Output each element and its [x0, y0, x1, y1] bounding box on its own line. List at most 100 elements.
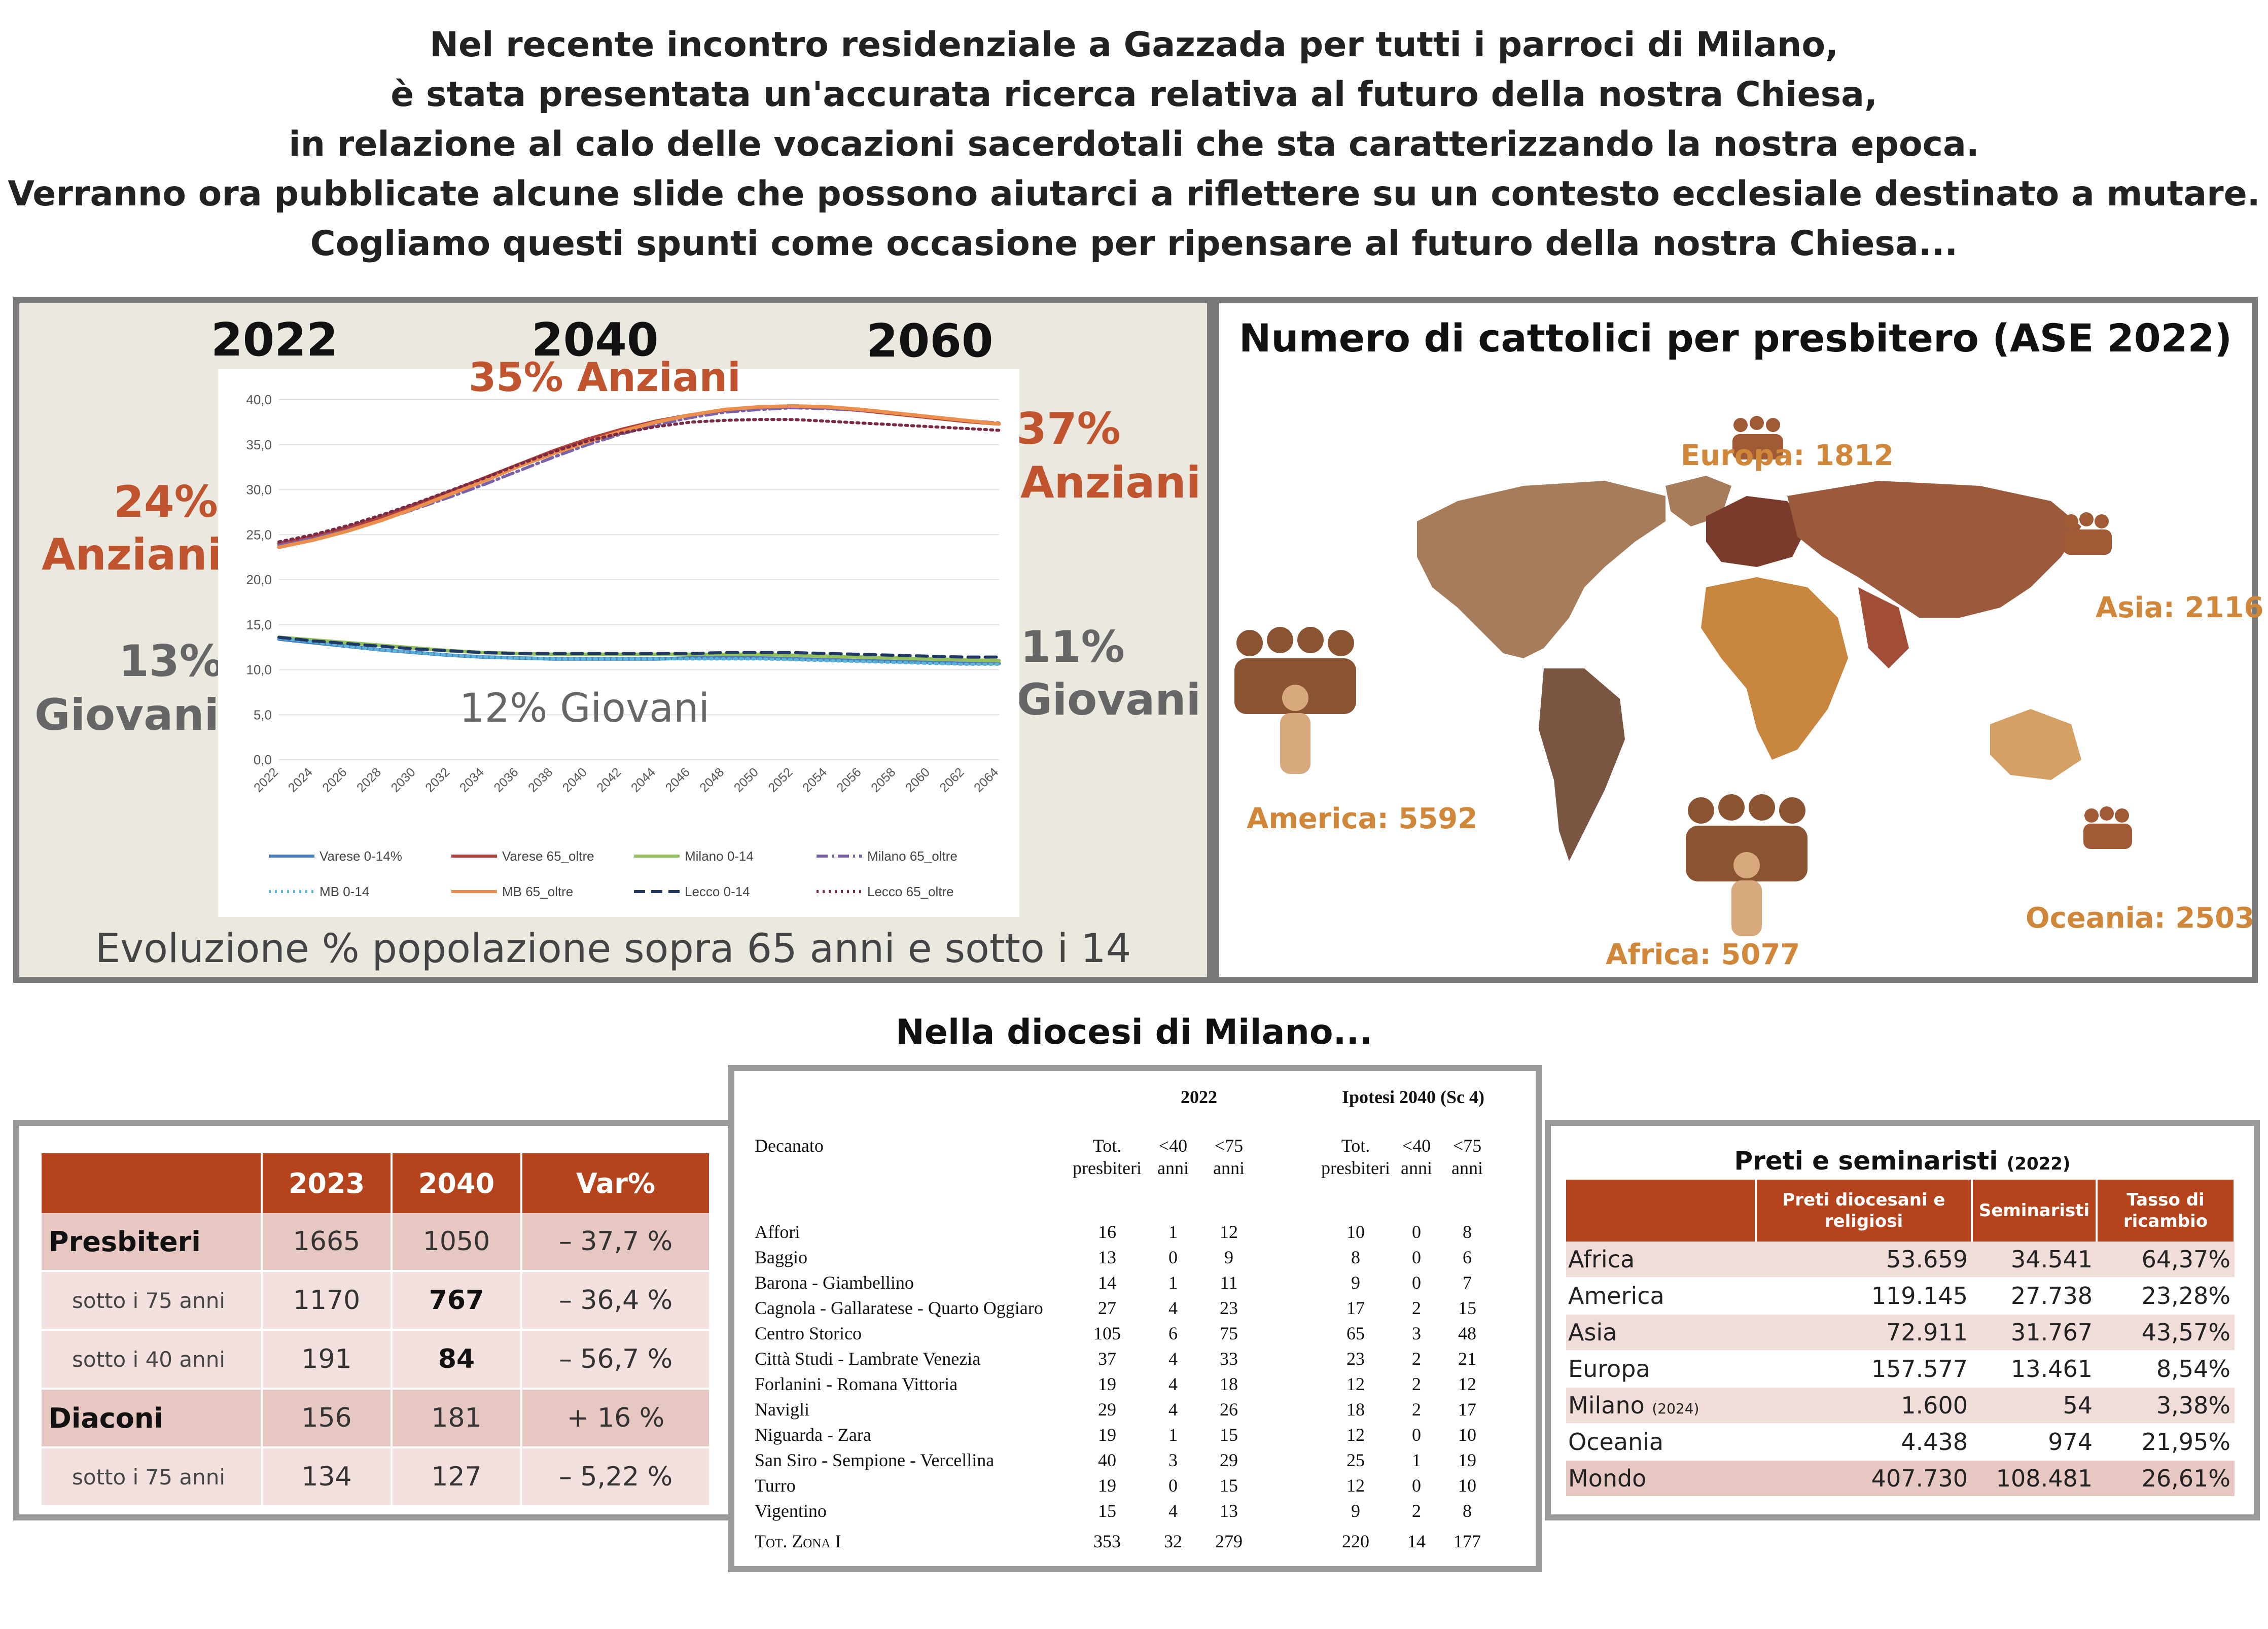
preti-seminaristi-table: Preti diocesani e religiosi Seminaristi … [1566, 1180, 2236, 1497]
left-giovani-pct: 13% [119, 636, 223, 687]
x-tick-label: 2056 [834, 765, 864, 795]
decanato-value: 11 [1220, 1272, 1238, 1293]
y-tick-label: 40,0 [246, 392, 272, 407]
decanato-value: 12 [1458, 1374, 1476, 1394]
decanato-value: 17 [1458, 1399, 1476, 1420]
cell-seminaristi: 974 [1972, 1424, 2097, 1461]
decanato-value: 19 [1098, 1425, 1116, 1445]
decanato-name: Cagnola - Gallaratese - Quarto Oggiaro [755, 1298, 1043, 1318]
series-line [277, 418, 1001, 544]
cell-2040: 181 [392, 1389, 522, 1448]
decanato-value: 2 [1412, 1298, 1421, 1318]
table-row: America 119.145 27.738 23,28% [1566, 1278, 2235, 1315]
legend-label: Lecco 65_oltre [867, 884, 954, 899]
cell-tasso: 8,54% [2097, 1351, 2235, 1388]
cell-var: – 36,4 % [521, 1271, 711, 1331]
title-year: (2022) [2006, 1154, 2071, 1174]
decanato-value: 9 [1351, 1501, 1360, 1521]
decanato-value: 3 [1412, 1323, 1421, 1343]
label-oceania: Oceania: 2503 [2026, 902, 2255, 935]
cell-preti: 72.911 [1756, 1314, 1972, 1351]
left-giovani-word: Giovani [34, 690, 219, 740]
cell-preti: 157.577 [1756, 1351, 1972, 1388]
table-row: sotto i 40 anni 191 84 – 56,7 % [42, 1330, 711, 1390]
decanato-value: 13 [1098, 1247, 1116, 1267]
population-chart-panel: 2022 2040 2060 24% Anziani 13% Giovani 3… [13, 297, 1213, 983]
world-map [1234, 416, 2132, 936]
header-empty [42, 1153, 263, 1213]
cell-preti: 1.600 [1756, 1387, 1972, 1424]
intro-text: Nel recente incontro residenziale a Gazz… [0, 20, 2268, 269]
row-label: Diaconi [42, 1389, 263, 1448]
people-icon-oceania [2083, 806, 2132, 849]
world-map-panel: Numero di cattolici per presbitero (ASE … [1213, 297, 2263, 983]
decanato-value: 23 [1346, 1349, 1365, 1369]
cell-var: – 5,22 % [521, 1447, 711, 1507]
label-asia: Asia: 2116 [2096, 591, 2264, 624]
header-seminaristi: Seminaristi [1972, 1180, 2098, 1242]
decanato-name: Baggio [755, 1247, 807, 1267]
cell-tasso: 26,61% [2097, 1460, 2235, 1497]
decanato-value: 4 [1168, 1374, 1178, 1394]
decanato-name: Affori [755, 1222, 800, 1242]
row-label: Mondo [1566, 1460, 1756, 1497]
presbiteri-table: 2023 2040 Var% Presbiteri 1665 1050 – 37… [42, 1153, 711, 1507]
cell-2040: 767 [392, 1271, 522, 1331]
cell-preti: 119.145 [1756, 1278, 1972, 1315]
header-var: Var% [521, 1153, 711, 1213]
decanato-value: 12 [1346, 1374, 1365, 1394]
intro-line: in relazione al calo delle vocazioni sac… [289, 124, 1979, 164]
south-asia-shape [1858, 587, 1909, 668]
decanato-value: 2 [1412, 1374, 1421, 1394]
table-header-row: 2023 2040 Var% [42, 1153, 711, 1213]
decanato-value: 4 [1168, 1298, 1178, 1318]
y-tick-label: 20,0 [246, 572, 272, 587]
x-tick-label: 2022 [251, 765, 281, 795]
col-75-2040-sub: anni [1451, 1158, 1483, 1178]
row-label: America [1566, 1278, 1756, 1315]
x-tick-label: 2042 [594, 765, 624, 795]
x-tick-label: 2034 [457, 765, 487, 795]
x-tick-label: 2050 [731, 765, 761, 795]
cell-tasso: 3,38% [2097, 1387, 2235, 1424]
row-label: Asia [1566, 1314, 1756, 1351]
group-header-2040: Ipotesi 2040 (Sc 4) [1342, 1087, 1484, 1107]
asia-shape [1787, 481, 2081, 618]
decanato-value: 21 [1458, 1349, 1476, 1369]
decanato-value: 2 [1412, 1349, 1421, 1369]
group-header-2022: 2022 [1181, 1087, 1217, 1107]
y-tick-label: 25,0 [246, 527, 272, 542]
decanato-value: 6 [1168, 1323, 1178, 1343]
title-text: Preti e seminaristi [1734, 1146, 1998, 1176]
row-label: sotto i 75 anni [42, 1271, 263, 1331]
decanato-name: Navigli [755, 1399, 809, 1420]
row-label: Milano (2024) [1566, 1387, 1756, 1424]
total-value: 177 [1454, 1531, 1481, 1551]
decanato-value: 1 [1168, 1222, 1178, 1242]
legend-label: MB 65_oltre [502, 884, 573, 899]
decanato-name: Niguarda - Zara [755, 1425, 871, 1445]
x-tick-label: 2048 [697, 765, 727, 795]
x-tick-label: 2058 [868, 765, 898, 795]
africa-shape [1701, 577, 1848, 760]
y-tick-label: 10,0 [246, 662, 272, 678]
col-40-2022: <40 [1158, 1136, 1188, 1156]
cell-tasso: 21,95% [2097, 1424, 2235, 1461]
decanato-value: 19 [1458, 1450, 1476, 1470]
cell-2023: 156 [262, 1389, 393, 1448]
decanato-name: Forlanini - Romana Vittoria [755, 1374, 958, 1394]
decanato-value: 12 [1346, 1475, 1365, 1496]
row-label: Africa [1566, 1242, 1756, 1278]
legend-label: Milano 0-14 [685, 848, 754, 864]
y-tick-label: 35,0 [246, 437, 272, 452]
series-line [277, 636, 1001, 666]
cell-2023: 1665 [262, 1213, 393, 1272]
preti-seminaristi-panel: Preti e seminaristi (2022) Preti diocesa… [1545, 1120, 2260, 1520]
legend-label: Lecco 0-14 [685, 884, 750, 899]
decanato-value: 9 [1351, 1272, 1360, 1293]
decanato-value: 4 [1168, 1399, 1178, 1420]
cell-2040: 1050 [392, 1213, 522, 1272]
x-tick-label: 2046 [663, 765, 693, 795]
decanato-name: Turro [755, 1475, 796, 1496]
header-tasso: Tasso di ricambio [2097, 1180, 2236, 1242]
